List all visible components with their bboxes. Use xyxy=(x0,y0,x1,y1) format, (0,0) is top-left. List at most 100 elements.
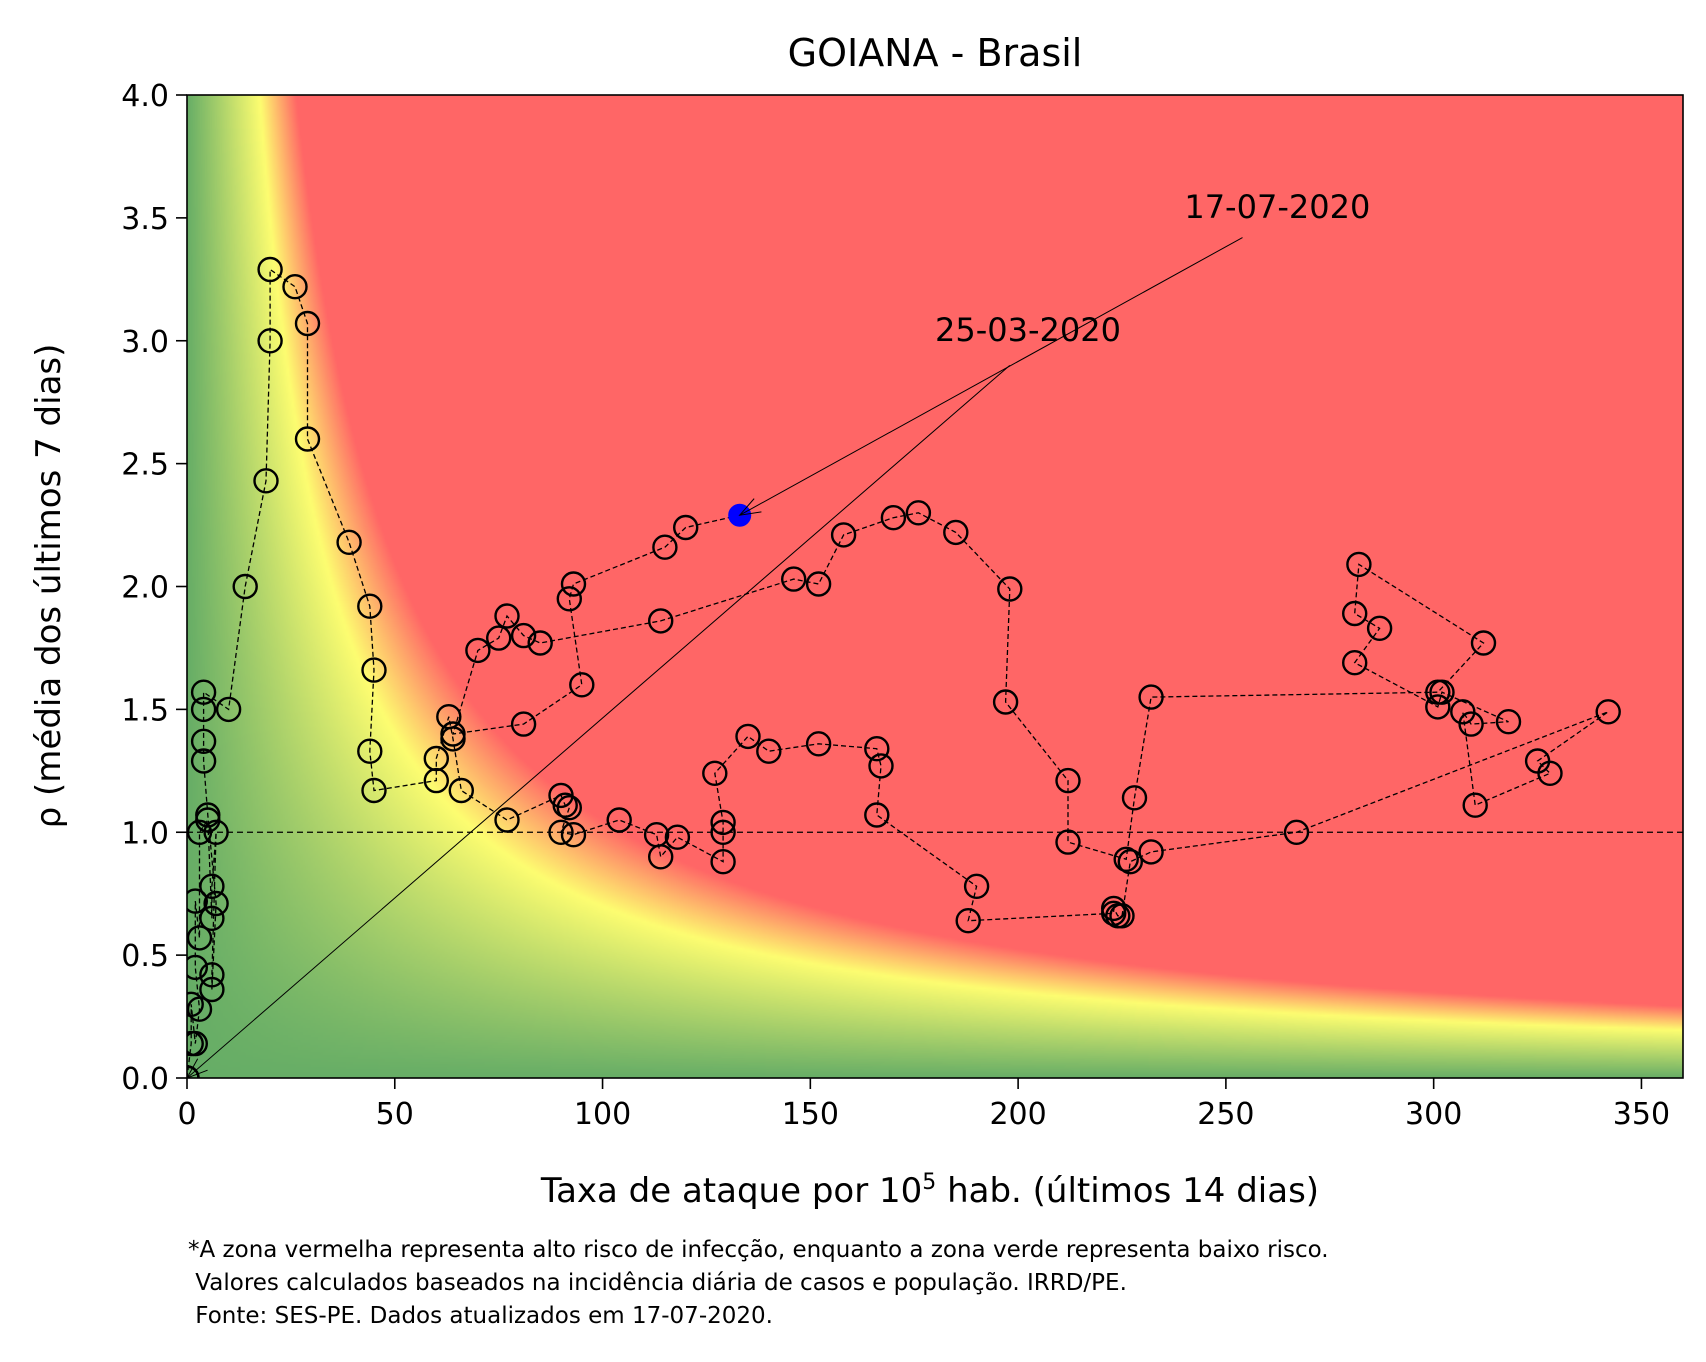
x-tick-label: 50 xyxy=(376,1097,414,1132)
data-point xyxy=(1346,551,1372,578)
y-axis-label: ρ (média dos últimos 7 dias) xyxy=(29,344,69,829)
data-point xyxy=(556,586,582,612)
data-point xyxy=(190,728,217,754)
x-axis-label-suffix: hab. (últimos 14 dias) xyxy=(936,1171,1319,1211)
data-point xyxy=(448,777,474,804)
data-point xyxy=(606,807,632,833)
x-tick-label: 300 xyxy=(1405,1097,1462,1132)
data-point xyxy=(1537,760,1563,786)
data-point xyxy=(1121,785,1148,811)
data-point xyxy=(673,514,699,541)
footnote-line-1: *A zona vermelha representa alto risco d… xyxy=(188,1237,1329,1263)
data-point xyxy=(905,500,932,526)
data-point xyxy=(510,711,537,737)
data-point xyxy=(1450,699,1476,725)
data-point xyxy=(527,630,553,656)
data-point xyxy=(955,908,981,934)
x-tick-label: 100 xyxy=(574,1097,631,1132)
annotation-label-2: 17-07-2020 xyxy=(1184,188,1370,226)
y-tick-label: 3.5 xyxy=(121,202,169,237)
x-tick-label: 200 xyxy=(989,1097,1046,1132)
footnote: *A zona vermelha representa alto risco d… xyxy=(188,1237,1329,1329)
annotation-arrow-1 xyxy=(187,364,1011,1078)
x-axis-label-prefix: Taxa de ataque por 10 xyxy=(540,1171,922,1211)
footnote-line-2: Valores calculados baseados na incidênci… xyxy=(188,1270,1127,1296)
data-point xyxy=(294,426,321,452)
data-point xyxy=(648,844,674,870)
data-point xyxy=(992,689,1019,715)
data-point xyxy=(652,534,678,560)
data-point xyxy=(195,802,221,828)
data-point xyxy=(710,809,736,836)
y-tick-label: 2.5 xyxy=(121,448,169,483)
data-point xyxy=(510,622,537,649)
y-tick-label: 1.0 xyxy=(121,816,169,851)
data-point xyxy=(1138,684,1164,710)
x-tick-label: 350 xyxy=(1613,1097,1670,1132)
data-point xyxy=(1117,849,1144,875)
data-point xyxy=(203,819,229,845)
data-point xyxy=(1495,709,1522,735)
data-point xyxy=(963,873,990,899)
data-point xyxy=(864,736,890,762)
data-point xyxy=(1458,711,1484,737)
data-point xyxy=(1462,792,1488,818)
y-tick-label: 0.5 xyxy=(121,939,169,974)
data-point xyxy=(203,890,229,917)
data-point xyxy=(1138,839,1164,865)
data-point xyxy=(187,954,208,981)
data-point xyxy=(756,738,782,764)
data-point xyxy=(648,608,674,634)
data-point xyxy=(781,566,807,592)
y-axis-ticks: 0.0 0.5 1.0 1.5 2.0 2.5 3.0 3.5 4.0 xyxy=(121,79,187,1097)
data-point xyxy=(560,571,587,597)
data-point xyxy=(1595,699,1621,725)
x-tick-label: 250 xyxy=(1197,1097,1254,1132)
data-point xyxy=(357,593,383,619)
data-point xyxy=(494,603,520,629)
data-point xyxy=(1055,829,1081,855)
data-point xyxy=(294,310,321,337)
data-point xyxy=(943,519,969,546)
data-point xyxy=(199,976,225,1003)
data-point xyxy=(1341,600,1368,627)
data-point xyxy=(880,505,907,531)
data-point xyxy=(187,819,213,845)
x-axis-ticks: 0 50 100 150 200 250 300 350 xyxy=(177,1078,1670,1132)
data-point xyxy=(253,468,279,494)
data-point xyxy=(868,753,894,779)
data-point xyxy=(257,328,283,354)
y-tick-label: 1.5 xyxy=(121,693,169,728)
data-point xyxy=(710,849,736,875)
data-point xyxy=(486,625,512,651)
data-point xyxy=(556,795,582,821)
data-point xyxy=(864,802,890,828)
data-point xyxy=(190,696,217,723)
x-tick-label: 150 xyxy=(782,1097,839,1132)
data-point xyxy=(702,760,728,786)
x-tick-label: 0 xyxy=(177,1097,196,1132)
data-point xyxy=(199,962,225,988)
data-point xyxy=(552,792,578,818)
annotation-arrowhead-2 xyxy=(738,498,762,516)
data-point xyxy=(187,888,208,914)
data-point xyxy=(805,571,832,597)
risk-zone-background xyxy=(187,95,1683,1078)
chart-title: GOIANA - Brasil xyxy=(788,31,1083,75)
y-tick-label: 4.0 xyxy=(121,79,169,114)
data-point xyxy=(664,824,691,850)
data-point xyxy=(361,657,387,683)
data-point xyxy=(1341,650,1368,676)
data-point xyxy=(494,807,520,833)
annotation-arrow-2 xyxy=(739,237,1243,516)
data-point xyxy=(735,723,761,750)
data-point xyxy=(1283,819,1310,845)
data-point xyxy=(282,274,308,300)
data-point xyxy=(1113,846,1139,872)
data-point xyxy=(1366,615,1393,641)
data-point xyxy=(215,696,242,723)
data-point xyxy=(548,819,574,845)
data-point xyxy=(1470,630,1497,656)
